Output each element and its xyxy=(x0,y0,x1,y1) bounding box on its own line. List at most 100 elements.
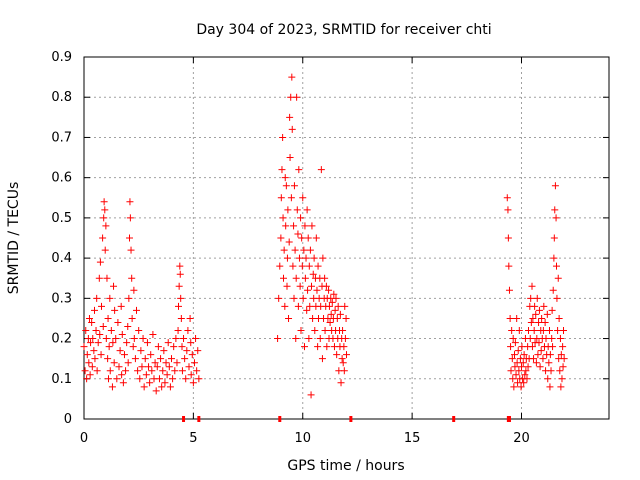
data-point xyxy=(277,234,285,242)
data-point xyxy=(97,351,105,359)
data-point xyxy=(526,335,534,343)
data-point xyxy=(106,367,114,375)
data-point xyxy=(276,262,284,270)
data-point xyxy=(337,379,345,387)
data-point xyxy=(285,238,293,246)
data-point xyxy=(300,246,308,254)
data-point xyxy=(292,274,300,282)
data-point xyxy=(100,198,108,206)
data-point xyxy=(339,327,347,335)
data-point xyxy=(175,282,183,290)
data-point xyxy=(91,355,99,363)
y-tick-label: 0.5 xyxy=(51,211,72,226)
data-point xyxy=(538,314,546,322)
data-point xyxy=(550,234,558,242)
y-tick-label: 0.2 xyxy=(51,332,72,347)
data-point xyxy=(176,262,184,270)
axis-marker xyxy=(349,416,353,422)
data-point xyxy=(184,327,192,335)
data-point xyxy=(134,367,142,375)
data-point xyxy=(304,234,312,242)
data-point xyxy=(516,355,524,363)
data-point xyxy=(549,286,557,294)
data-point xyxy=(178,367,186,375)
data-point xyxy=(296,282,304,290)
data-point xyxy=(118,371,126,379)
data-point xyxy=(151,359,159,367)
data-point xyxy=(94,339,102,347)
data-point xyxy=(154,343,162,351)
data-point xyxy=(319,254,327,262)
data-point xyxy=(294,302,302,310)
data-point xyxy=(275,294,283,302)
data-point xyxy=(282,182,290,190)
axis-marker xyxy=(197,416,201,422)
data-point xyxy=(321,327,329,335)
data-point xyxy=(119,379,127,387)
data-point xyxy=(126,198,134,206)
data-point xyxy=(87,339,95,347)
data-points xyxy=(80,73,568,399)
data-point xyxy=(142,371,150,379)
data-point xyxy=(312,234,320,242)
data-point xyxy=(338,355,346,363)
data-point xyxy=(316,335,324,343)
data-point xyxy=(104,355,112,363)
data-point xyxy=(507,343,515,351)
data-point xyxy=(520,351,528,359)
data-point xyxy=(293,206,301,214)
data-point xyxy=(100,214,108,222)
data-point xyxy=(292,335,300,343)
data-point xyxy=(515,367,523,375)
data-point xyxy=(322,282,330,290)
data-point xyxy=(155,375,163,383)
data-point xyxy=(85,359,93,367)
data-point xyxy=(343,351,350,359)
data-point xyxy=(175,302,182,310)
data-point xyxy=(522,367,530,375)
data-point xyxy=(135,327,143,335)
data-point xyxy=(123,339,131,347)
data-point xyxy=(558,375,566,383)
data-point xyxy=(101,206,109,214)
data-point xyxy=(539,327,547,335)
data-point xyxy=(515,327,523,335)
data-point xyxy=(303,306,311,314)
data-point xyxy=(113,375,121,383)
data-point xyxy=(521,371,529,379)
data-point xyxy=(138,363,146,371)
data-point xyxy=(547,367,555,375)
data-point xyxy=(557,351,565,359)
data-point xyxy=(152,387,160,395)
data-point xyxy=(342,314,350,322)
data-point xyxy=(557,383,565,391)
data-point xyxy=(278,166,286,174)
y-tick-label: 0.9 xyxy=(51,50,72,65)
data-point xyxy=(125,294,133,302)
data-point xyxy=(520,379,528,387)
data-point xyxy=(149,331,157,339)
data-point xyxy=(553,294,561,302)
data-point xyxy=(99,234,107,242)
data-point xyxy=(289,262,297,270)
data-point xyxy=(295,254,303,262)
data-point xyxy=(280,274,287,282)
data-point xyxy=(528,282,536,290)
x-axis-label: GPS time / hours xyxy=(287,458,404,474)
data-point xyxy=(195,375,203,383)
data-point xyxy=(530,327,538,335)
data-point xyxy=(120,351,128,359)
bottom-markers xyxy=(182,416,511,422)
data-point xyxy=(88,363,96,371)
data-point xyxy=(284,206,292,214)
data-point xyxy=(513,359,521,367)
data-point xyxy=(509,375,517,383)
data-point xyxy=(327,310,335,318)
data-point xyxy=(161,379,169,387)
data-point xyxy=(111,306,119,314)
data-point xyxy=(92,327,100,335)
data-point xyxy=(535,318,543,326)
data-point xyxy=(274,335,282,343)
data-point xyxy=(286,154,294,162)
data-point xyxy=(510,383,518,391)
